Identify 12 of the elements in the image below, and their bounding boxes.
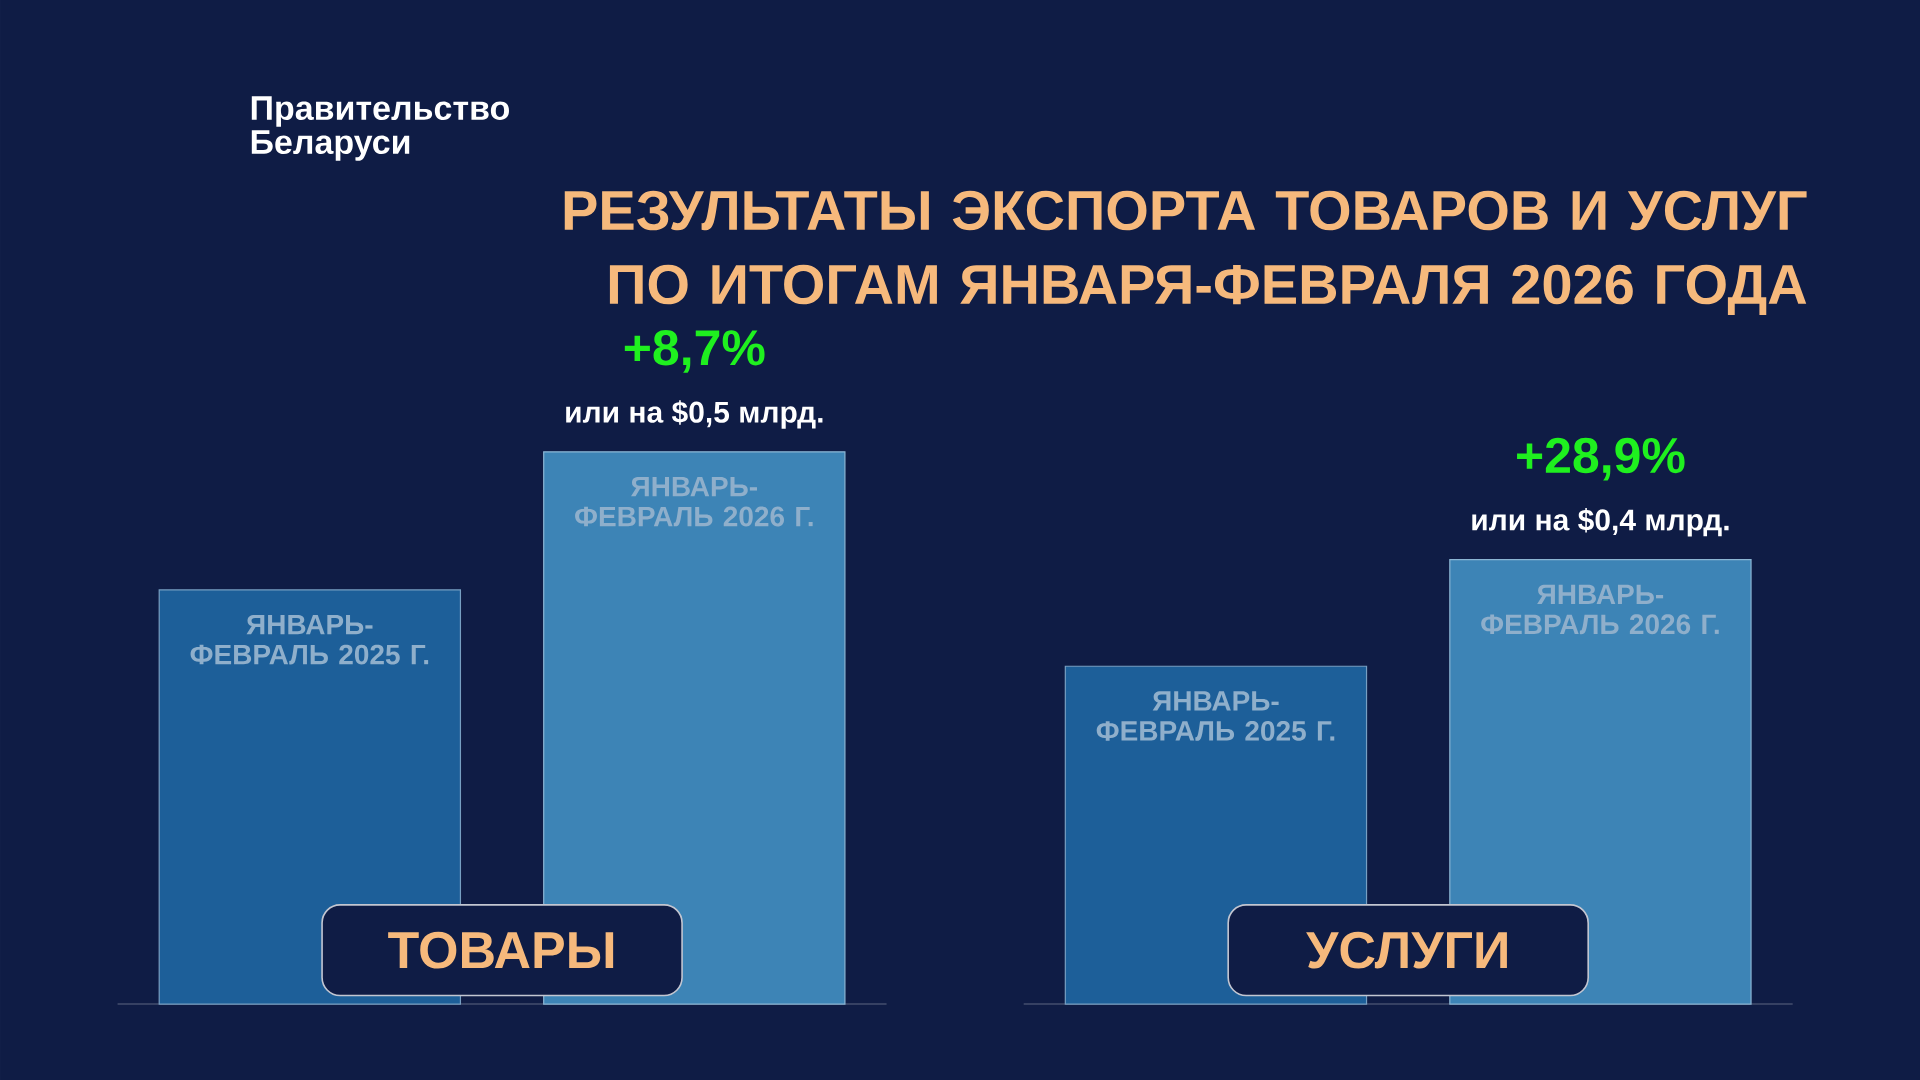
x-tick-label: ЯНВАРЬ-ФЕВРАЛЬ 2025 Г. — [190, 614, 429, 665]
x-tick-label: ЯНВАРЬ-ФЕВРАЛЬ 2025 Г. — [1096, 691, 1335, 741]
annotation: +28,9% — [1517, 437, 1685, 481]
annotation: или на $0,5 млрд. — [566, 400, 823, 429]
text: РЕЗУЛЬТАТЫ ЭКСПОРТА ТОВАРОВ И УСЛУГ ПО ИТОГАМ ЯНВАРЯ-ФЕВРАЛЯ 2026 ГОДА — [564, 190, 1807, 315]
x-axis-title: УСЛУГИ — [1306, 931, 1507, 969]
annotation: +8,7% — [624, 330, 765, 373]
text: Правительство Беларуси — [251, 96, 509, 161]
x-tick-label: ЯНВАРЬ-ФЕВРАЛЬ 2026 Г. — [1481, 584, 1719, 635]
x-axis-title: ТОВАРЫ — [388, 931, 614, 969]
x-tick-label: ЯНВАРЬ-ФЕВРАЛЬ 2026 Г. — [575, 476, 813, 527]
annotation: или на $0,4 млрд. — [1472, 508, 1729, 537]
